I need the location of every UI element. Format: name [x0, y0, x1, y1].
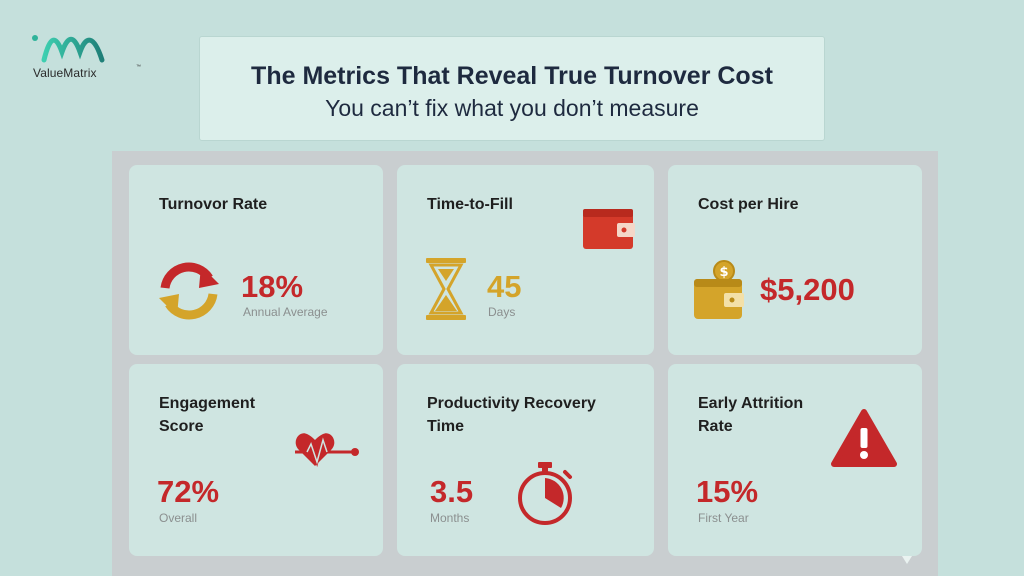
card-label-line: Score — [159, 418, 204, 435]
card-label: Early Attrition Rate — [698, 392, 803, 438]
metric-value: 3.5 — [430, 474, 474, 509]
card-label-line: Productivity Recovery — [427, 395, 596, 412]
metric-value: 15% — [696, 474, 759, 509]
page-title: The Metrics That Reveal True Turnover Co… — [251, 62, 773, 90]
header-box: The Metrics That Reveal True Turnover Co… — [199, 36, 825, 141]
card-label-line: Rate — [698, 418, 733, 435]
stopwatch-icon — [518, 462, 572, 525]
metric-value: 72% — [157, 474, 220, 509]
metric-caption: Months — [430, 511, 470, 525]
metric-value: 18% — [241, 269, 304, 304]
card-cost-per-hire: Cost per Hire $ $5,200 — [668, 165, 922, 355]
page-subtitle: You can’t fix what you don’t measure — [325, 95, 699, 121]
card-turnover-rate: Turnovor Rate 18% Annual Average — [129, 165, 383, 355]
card-early-attrition: Early Attrition Rate 15% First Year — [668, 364, 922, 556]
card-time-to-fill: Time-to-Fill 45 Days — [397, 165, 654, 355]
refresh-arrows-icon — [159, 262, 219, 320]
metric-caption: First Year — [698, 511, 749, 525]
metric-value: 45 — [487, 269, 522, 304]
logo-wave-icon — [32, 35, 105, 63]
valuematrix-logo: ™ — [30, 30, 141, 85]
card-label: Cost per Hire — [698, 196, 799, 213]
card-label: Time-to-Fill — [427, 196, 513, 213]
hourglass-icon — [426, 258, 466, 320]
wallet-coin-icon: $ — [694, 260, 744, 319]
metric-caption: Overall — [159, 511, 198, 525]
card-label: Turnovor Rate — [159, 196, 268, 213]
card-productivity-recovery: Productivity Recovery Time 3.5 Months — [397, 364, 654, 556]
card-label-line: Time — [427, 418, 465, 435]
metric-caption: Annual Average — [243, 305, 328, 319]
corner-tab-icon — [902, 556, 912, 564]
card-label-line: Early Attrition — [698, 395, 804, 412]
card-engagement-score: Engagement Score 72% Overall — [129, 364, 383, 556]
card-label: Productivity Recovery Time — [427, 392, 596, 438]
logo-text: ValueMatrix — [33, 66, 97, 80]
svg-text:$: $ — [719, 265, 728, 280]
heartbeat-icon — [295, 433, 359, 468]
metric-caption: Days — [488, 305, 516, 319]
logo-trademark: ™ — [136, 64, 141, 70]
card-label-line: Engagement — [159, 395, 256, 412]
card-label: Engagement Score — [159, 392, 255, 438]
wallet-icon — [583, 209, 635, 249]
metric-value: $5,200 — [760, 272, 855, 307]
warning-icon — [831, 409, 897, 467]
